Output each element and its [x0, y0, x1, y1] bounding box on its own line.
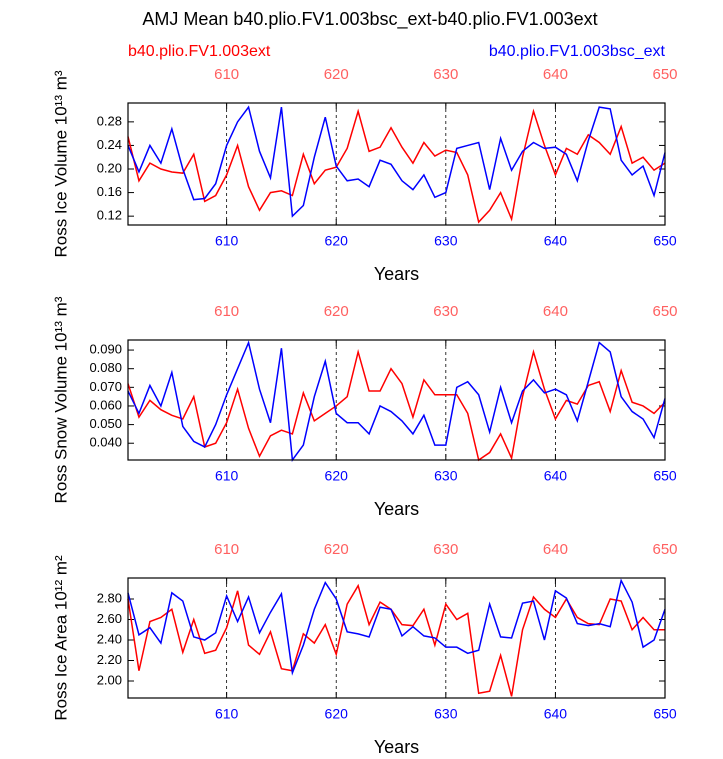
y-axis-title: Ross Snow Volume 10¹³ m³ [51, 296, 70, 503]
x-tick-label-top: 650 [652, 303, 677, 320]
x-tick-label-top: 630 [433, 541, 458, 558]
y-tick-label: 0.12 [97, 208, 122, 223]
series-line [127, 578, 666, 676]
y-tick-label: 0.060 [89, 397, 122, 412]
y-tick-label: 0.040 [89, 435, 122, 450]
x-tick-label: 630 [434, 233, 458, 249]
series-line [127, 348, 666, 462]
x-tick-label-top: 620 [324, 541, 349, 558]
y-tick-label: 0.050 [89, 416, 122, 431]
x-tick-label: 610 [215, 706, 239, 722]
x-tick-label-top: 630 [433, 303, 458, 320]
y-tick-label: 2.40 [97, 631, 122, 646]
x-tick-label-top: 640 [543, 303, 568, 320]
y-tick-label: 0.20 [97, 160, 122, 175]
x-tick-label-top: 620 [324, 303, 349, 320]
x-tick-label: 630 [434, 706, 458, 722]
x-tick-label: 610 [215, 468, 239, 484]
plot-frame [127, 577, 666, 699]
x-tick-label: 610 [215, 233, 239, 249]
x-tick-label: 650 [653, 468, 677, 484]
plot-frame [127, 102, 666, 226]
x-tick-label-top: 610 [214, 66, 239, 83]
x-tick-label: 630 [434, 468, 458, 484]
legend-label: b40.plio.FV1.003ext [128, 43, 271, 60]
x-axis-title: Years [374, 737, 419, 757]
x-axis-title: Years [374, 264, 419, 284]
x-tick-label-top: 650 [652, 66, 677, 83]
x-tick-label: 650 [653, 706, 677, 722]
x-tick-label: 640 [544, 233, 568, 249]
series-line [127, 108, 666, 224]
plot-frame [127, 339, 666, 461]
y-tick-label: 2.20 [97, 652, 122, 667]
series-line [127, 105, 666, 218]
y-tick-label: 2.00 [97, 672, 122, 687]
x-tick-label: 620 [325, 233, 349, 249]
x-tick-label-top: 640 [543, 66, 568, 83]
y-tick-label: 2.60 [97, 611, 122, 626]
x-tick-label-top: 620 [324, 66, 349, 83]
y-axis-title: Ross Ice Volume 10¹³ m³ [51, 70, 70, 257]
x-tick-label: 640 [544, 468, 568, 484]
y-tick-label: 0.090 [89, 341, 122, 356]
x-tick-label: 640 [544, 706, 568, 722]
y-tick-label: 0.16 [97, 184, 122, 199]
y-tick-label: 2.80 [97, 590, 122, 605]
x-tick-label-top: 640 [543, 541, 568, 558]
x-tick-label-top: 630 [433, 66, 458, 83]
y-tick-label: 0.080 [89, 360, 122, 375]
x-tick-label-top: 650 [652, 541, 677, 558]
x-tick-label: 650 [653, 233, 677, 249]
y-tick-label: 0.24 [97, 137, 122, 152]
y-tick-label: 0.070 [89, 379, 122, 394]
y-tick-label: 0.28 [97, 113, 122, 128]
chart-title: AMJ Mean b40.plio.FV1.003bsc_ext-b40.pli… [142, 9, 597, 30]
y-axis-title: Ross Ice Area 10¹² m² [51, 555, 70, 721]
series-line [127, 583, 665, 697]
x-tick-label: 620 [325, 706, 349, 722]
legend-label: b40.plio.FV1.003bsc_ext [489, 43, 666, 60]
series-line [127, 340, 666, 463]
x-tick-label-top: 610 [214, 541, 239, 558]
x-tick-label-top: 610 [214, 303, 239, 320]
x-axis-title: Years [374, 499, 419, 519]
x-tick-label: 620 [325, 468, 349, 484]
